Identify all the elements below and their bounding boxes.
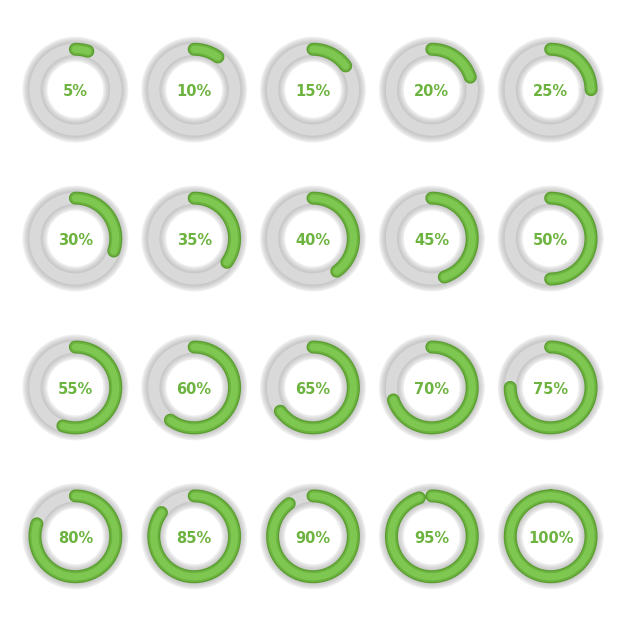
Text: 80%: 80% bbox=[58, 531, 93, 546]
Text: 40%: 40% bbox=[295, 233, 331, 248]
Text: 10%: 10% bbox=[177, 85, 212, 99]
Text: 15%: 15% bbox=[295, 85, 331, 99]
Text: 30%: 30% bbox=[58, 233, 93, 248]
Text: 100%: 100% bbox=[528, 531, 573, 546]
Text: 70%: 70% bbox=[414, 382, 449, 397]
Text: 45%: 45% bbox=[414, 233, 449, 248]
Text: 50%: 50% bbox=[533, 233, 568, 248]
Text: 60%: 60% bbox=[177, 382, 212, 397]
Text: 75%: 75% bbox=[533, 382, 568, 397]
Text: 90%: 90% bbox=[295, 531, 331, 546]
Text: 35%: 35% bbox=[177, 233, 212, 248]
Text: 65%: 65% bbox=[295, 382, 331, 397]
Text: 5%: 5% bbox=[63, 85, 88, 99]
Text: 55%: 55% bbox=[58, 382, 93, 397]
Text: 85%: 85% bbox=[177, 531, 212, 546]
Text: 20%: 20% bbox=[414, 85, 449, 99]
Text: 95%: 95% bbox=[414, 531, 449, 546]
Text: 25%: 25% bbox=[533, 85, 568, 99]
